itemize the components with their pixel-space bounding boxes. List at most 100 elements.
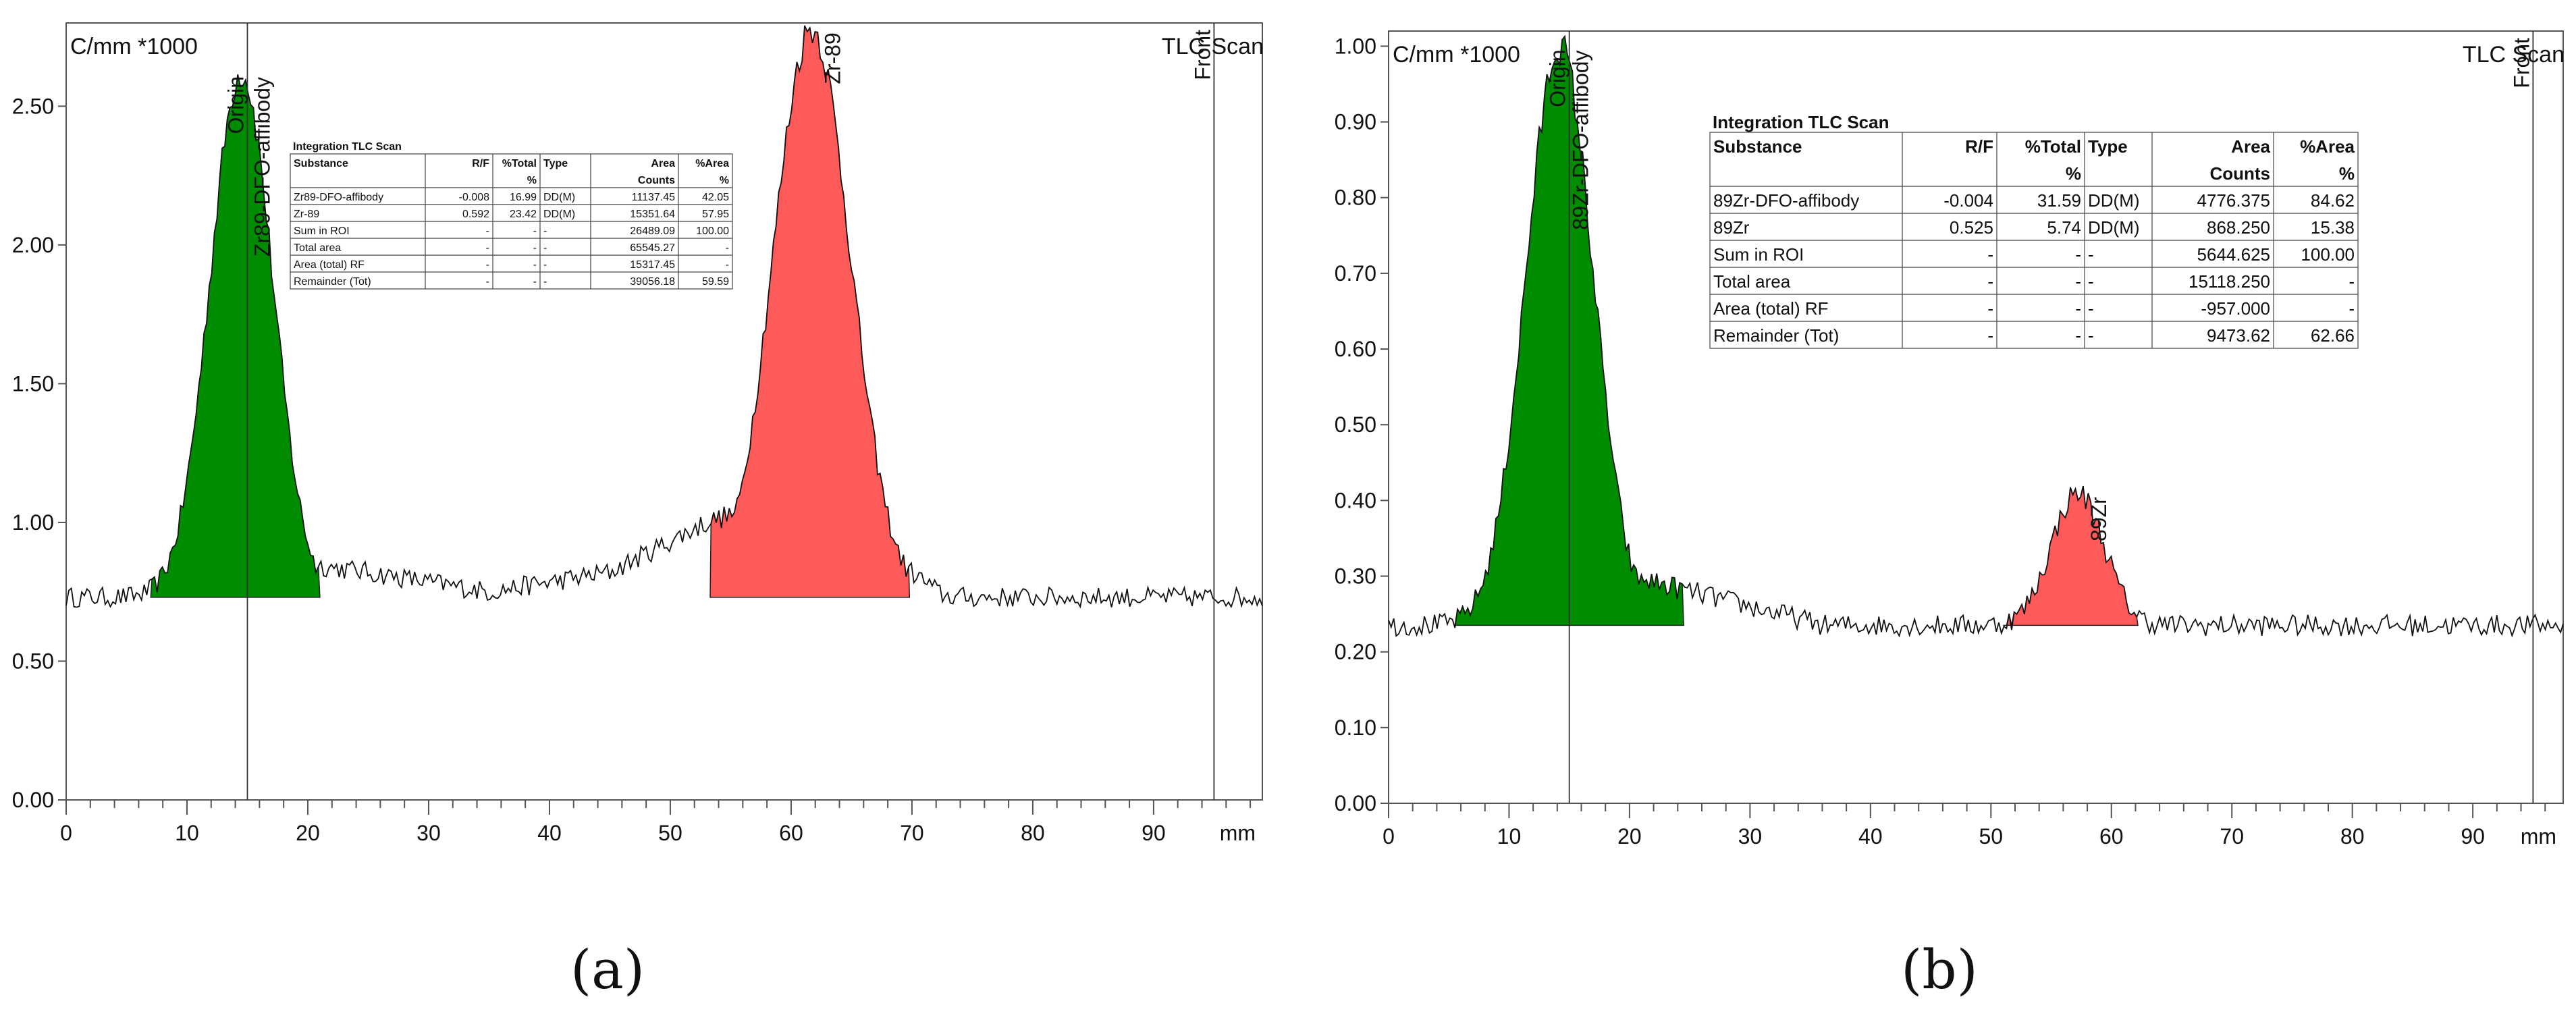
table-cell: 9473.62 bbox=[2207, 325, 2270, 346]
y-tick-label: 0.10 bbox=[1335, 716, 1376, 740]
table-cell: Total area bbox=[1713, 271, 1791, 292]
table-cell: - bbox=[533, 276, 537, 288]
table-cell: -0.004 bbox=[1943, 190, 1993, 211]
table-cell: - bbox=[1987, 244, 1993, 265]
peak-area-2 bbox=[709, 25, 911, 598]
table-cell: Remainder (Tot) bbox=[1713, 325, 1839, 346]
chart-panel-b: Origin Front 89Zr-DFO-affibody 89Zr TLC Scan… bbox=[1335, 30, 2565, 849]
x-tick-label: 20 bbox=[296, 821, 320, 845]
x-tick-label: 90 bbox=[2461, 824, 2485, 849]
table-cell: - bbox=[2088, 298, 2094, 319]
table-cell: - bbox=[533, 259, 537, 271]
table-cell: - bbox=[2075, 271, 2081, 292]
y-axis-label: C/mm *1000 bbox=[1393, 42, 1520, 68]
table-cell: - bbox=[1987, 271, 1993, 292]
table-header-cell: Type bbox=[543, 158, 568, 169]
x-tick-label: 50 bbox=[658, 821, 682, 845]
integration-table: Integration TLC Scan Substance R/F %Total Ty… bbox=[290, 141, 733, 290]
table-header-cell: R/F bbox=[1965, 136, 1993, 157]
table-cell: Sum in ROI bbox=[294, 225, 350, 237]
x-tick-label: 70 bbox=[900, 821, 924, 845]
table-cell: - bbox=[486, 276, 489, 288]
table-header-cell: Area bbox=[2231, 136, 2270, 157]
table-cell: Sum in ROI bbox=[1713, 244, 1804, 265]
table-cell: 4776.375 bbox=[2197, 190, 2270, 211]
table-cell: 62.66 bbox=[2311, 325, 2355, 346]
y-tick-label: 0.40 bbox=[1335, 488, 1376, 512]
table-cell: 15118.250 bbox=[2189, 271, 2270, 292]
table-cell: 11137.45 bbox=[632, 192, 675, 203]
table-cell: DD(M) bbox=[2088, 190, 2140, 211]
corner-label: TLC Scan bbox=[1162, 34, 1264, 59]
table-cell: 84.62 bbox=[2311, 190, 2355, 211]
table-header-cell: R/F bbox=[472, 158, 489, 169]
table-cell: 15317.45 bbox=[630, 259, 675, 271]
y-tick-label: 0.60 bbox=[1335, 337, 1376, 361]
y-tick-label: 0.80 bbox=[1335, 186, 1376, 210]
table-header-cell: % bbox=[2339, 163, 2355, 184]
marker-label-front: Front bbox=[2509, 38, 2533, 88]
marker-label-origin: Origin bbox=[223, 76, 248, 134]
table-header-cell: Substance bbox=[294, 158, 348, 169]
table-cell: 59.59 bbox=[702, 276, 729, 288]
y-tick-label: 0.50 bbox=[12, 649, 54, 673]
corner-label: TLC Scan bbox=[2463, 42, 2565, 68]
peak-label-1: Zr89-DFO-affibody bbox=[250, 77, 275, 257]
peak-label-2: Zr-89 bbox=[820, 32, 844, 84]
table-cell: 0.592 bbox=[462, 209, 489, 220]
y-tick-label: 0.90 bbox=[1335, 110, 1376, 134]
table-cell: - bbox=[2075, 244, 2081, 265]
table-cell: 5.74 bbox=[2047, 217, 2081, 238]
marker-label-origin: Origin bbox=[1546, 49, 1570, 107]
y-tick-label: 1.50 bbox=[12, 371, 54, 396]
table-cell: 89Zr-DFO-affibody bbox=[1713, 190, 1859, 211]
x-tick-label: 30 bbox=[417, 821, 441, 845]
table-cell: 100.00 bbox=[696, 225, 729, 237]
integration-table: Integration TLC Scan Substance R/F %Total Ty… bbox=[1709, 112, 2359, 349]
table-cell: - bbox=[543, 276, 547, 288]
table-header-cell: %Area bbox=[2300, 136, 2355, 157]
table-cell: 42.05 bbox=[702, 192, 729, 203]
table-header-cell: % bbox=[527, 175, 537, 186]
table-cell: -957.000 bbox=[2201, 298, 2270, 319]
x-tick-label: 20 bbox=[1617, 824, 1642, 849]
table-cell: DD(M) bbox=[543, 209, 575, 220]
table-cell: - bbox=[543, 242, 547, 254]
x-tick-label: 10 bbox=[175, 821, 199, 845]
table-header-cell: Type bbox=[2088, 136, 2128, 157]
table-cell: DD(M) bbox=[543, 192, 575, 203]
table-header-cell: Substance bbox=[1713, 136, 1802, 157]
y-axis-label: C/mm *1000 bbox=[70, 34, 198, 59]
table-cell: 23.42 bbox=[510, 209, 537, 220]
table-cell: - bbox=[2088, 244, 2094, 265]
x-tick-label: 60 bbox=[779, 821, 803, 845]
y-tick-label: 0.70 bbox=[1335, 261, 1376, 286]
table-cell: - bbox=[1987, 325, 1993, 346]
x-axis-label: mm bbox=[2521, 824, 2556, 849]
chart-panel-a: Origin Front Zr89-DFO-affibody Zr-89 TLC Sca… bbox=[12, 22, 1264, 845]
y-tick-label: 2.00 bbox=[12, 233, 54, 257]
x-tick-label: 70 bbox=[2220, 824, 2244, 849]
table-cell: Area (total) RF bbox=[294, 259, 365, 271]
y-tick-label: 1.00 bbox=[1335, 34, 1376, 58]
scan-signal-line bbox=[1388, 34, 2564, 638]
table-cell: 15351.64 bbox=[630, 209, 675, 220]
x-tick-label: 40 bbox=[537, 821, 562, 845]
plot-frame bbox=[65, 22, 1263, 801]
x-tick-label: 0 bbox=[1383, 824, 1395, 849]
x-tick-label: 0 bbox=[60, 821, 72, 845]
x-tick-label: 40 bbox=[1858, 824, 1883, 849]
y-tick-label: 1.00 bbox=[12, 510, 54, 535]
table-cell: 16.99 bbox=[510, 192, 537, 203]
table-cell: 15.38 bbox=[2311, 217, 2355, 238]
table-cell: - bbox=[2075, 325, 2081, 346]
x-tick-label: 50 bbox=[1979, 824, 2004, 849]
y-tick-label: 0.00 bbox=[1335, 791, 1376, 815]
table-cell: - bbox=[2349, 298, 2355, 319]
table-cell: - bbox=[533, 242, 537, 254]
y-tick-label: 0.50 bbox=[1335, 412, 1376, 437]
peak-area-1 bbox=[150, 74, 321, 598]
table-title: Integration TLC Scan bbox=[293, 141, 402, 153]
table-cell: 100.00 bbox=[2301, 244, 2355, 265]
